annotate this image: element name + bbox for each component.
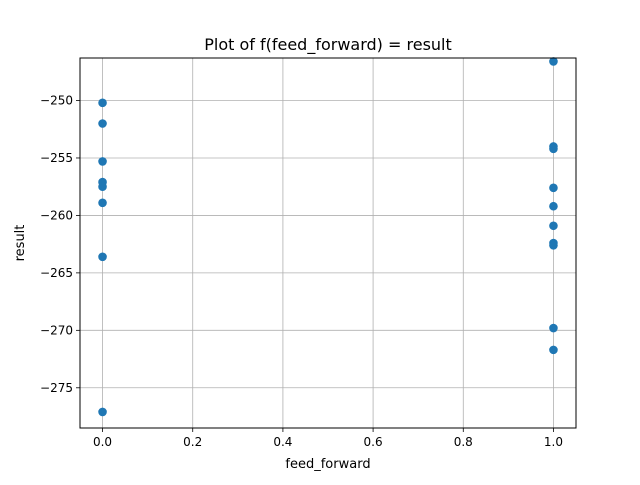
y-tick-label: −265 [40,266,73,280]
y-tick-label: −255 [40,151,73,165]
data-point [549,57,558,66]
x-tick-label: 1.0 [544,435,563,449]
data-point [549,144,558,154]
data-point [549,240,558,250]
y-tick-label: −260 [40,208,73,222]
data-point [549,183,558,193]
y-axis-ticks: −250 −255 −260 −265 −270 −275 [40,94,80,395]
x-tick-label: 0.0 [93,435,112,449]
data-point [98,98,107,108]
x-tick-label: 0.6 [364,435,383,449]
y-tick-label: −250 [40,94,73,108]
data-point [98,119,107,128]
x-axis-ticks: 0.0 0.2 0.4 0.6 0.8 1.0 [93,428,563,449]
y-tick-label: −270 [40,323,73,337]
data-point [549,201,558,211]
data-point [98,182,107,191]
plot-frame [79,57,577,429]
x-tick-label: 0.4 [273,435,292,449]
x-tick-label: 0.2 [183,435,202,449]
data-point [98,407,107,417]
x-tick-label: 0.8 [454,435,473,449]
data-points [98,57,558,417]
y-tick-label: −275 [40,381,73,395]
data-point [549,323,558,333]
data-point [98,157,107,166]
data-point [549,345,558,355]
data-point [549,221,558,231]
x-axis-label: feed_forward [285,457,370,472]
chart-title: Plot of f(feed_forward) = result [204,35,452,55]
y-axis-label: result [13,225,28,262]
data-point [98,252,107,262]
data-point [98,198,107,208]
